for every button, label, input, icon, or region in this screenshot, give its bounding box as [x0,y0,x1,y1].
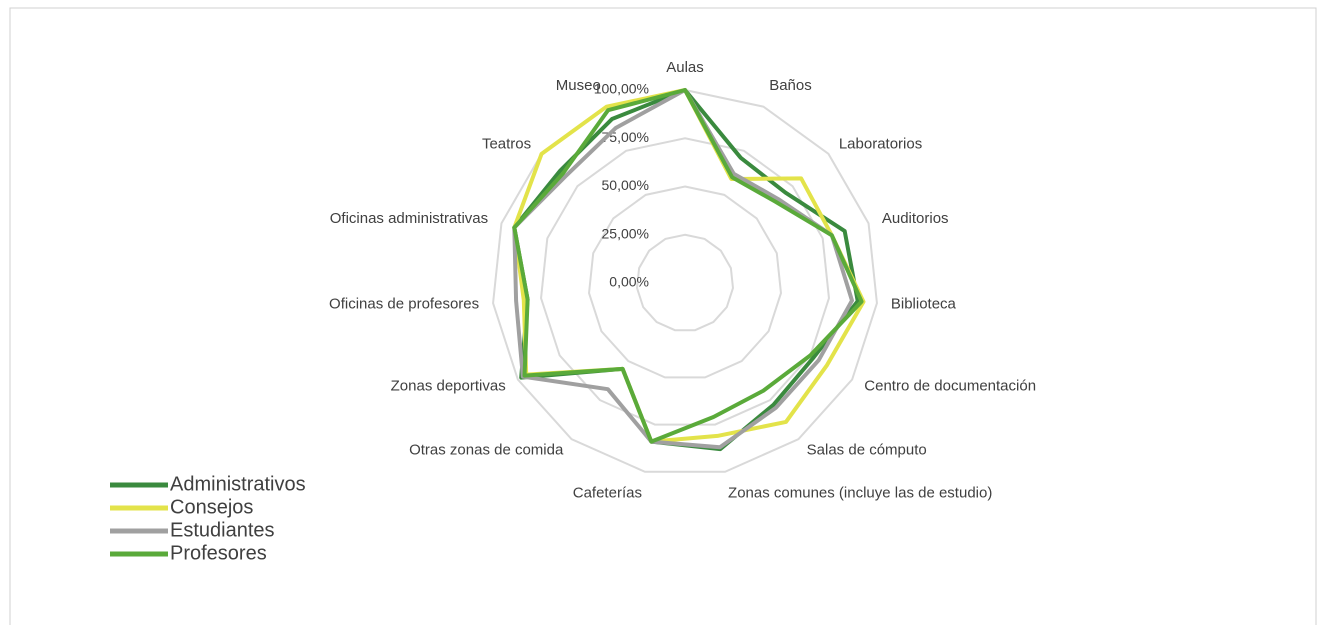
chart-frame [9,7,1317,630]
category-label: Centro de documentación [864,377,1036,394]
category-label: Aulas [666,59,704,76]
category-label: Oficinas administrativas [330,210,488,227]
grid-ring [635,233,735,332]
legend-label: Estudiantes [170,519,275,541]
category-label: Zonas comunes (incluye las de estudio) [728,484,992,501]
category-label: Teatros [482,135,531,152]
legend-label: Consejos [170,496,253,518]
category-label: Biblioteca [891,296,957,313]
category-label: Museo [556,77,601,94]
series-line [512,88,864,444]
grid-ring [588,185,782,379]
category-label: Salas de cómputo [807,441,927,458]
category-label: Baños [769,77,812,94]
category-label: Zonas deportivas [391,377,506,394]
series-line [512,88,854,450]
category-label: Laboratorios [839,135,922,152]
legend-label: Administrativos [170,473,306,495]
y-tick-label: 100,00% [594,81,649,97]
category-label: Auditorios [882,210,949,227]
y-tick-label: 25,00% [602,225,649,241]
series-line [512,88,866,444]
grid-ring [492,88,878,473]
category-label: Otras zonas de comida [409,441,564,458]
y-tick-label: 0,00% [609,274,649,290]
category-label: Cafeterías [573,484,642,501]
y-tick-label: 50,00% [602,177,649,193]
grid-ring [540,137,830,426]
legend-label: Profesores [170,542,267,564]
category-label: Oficinas de profesores [329,296,479,313]
